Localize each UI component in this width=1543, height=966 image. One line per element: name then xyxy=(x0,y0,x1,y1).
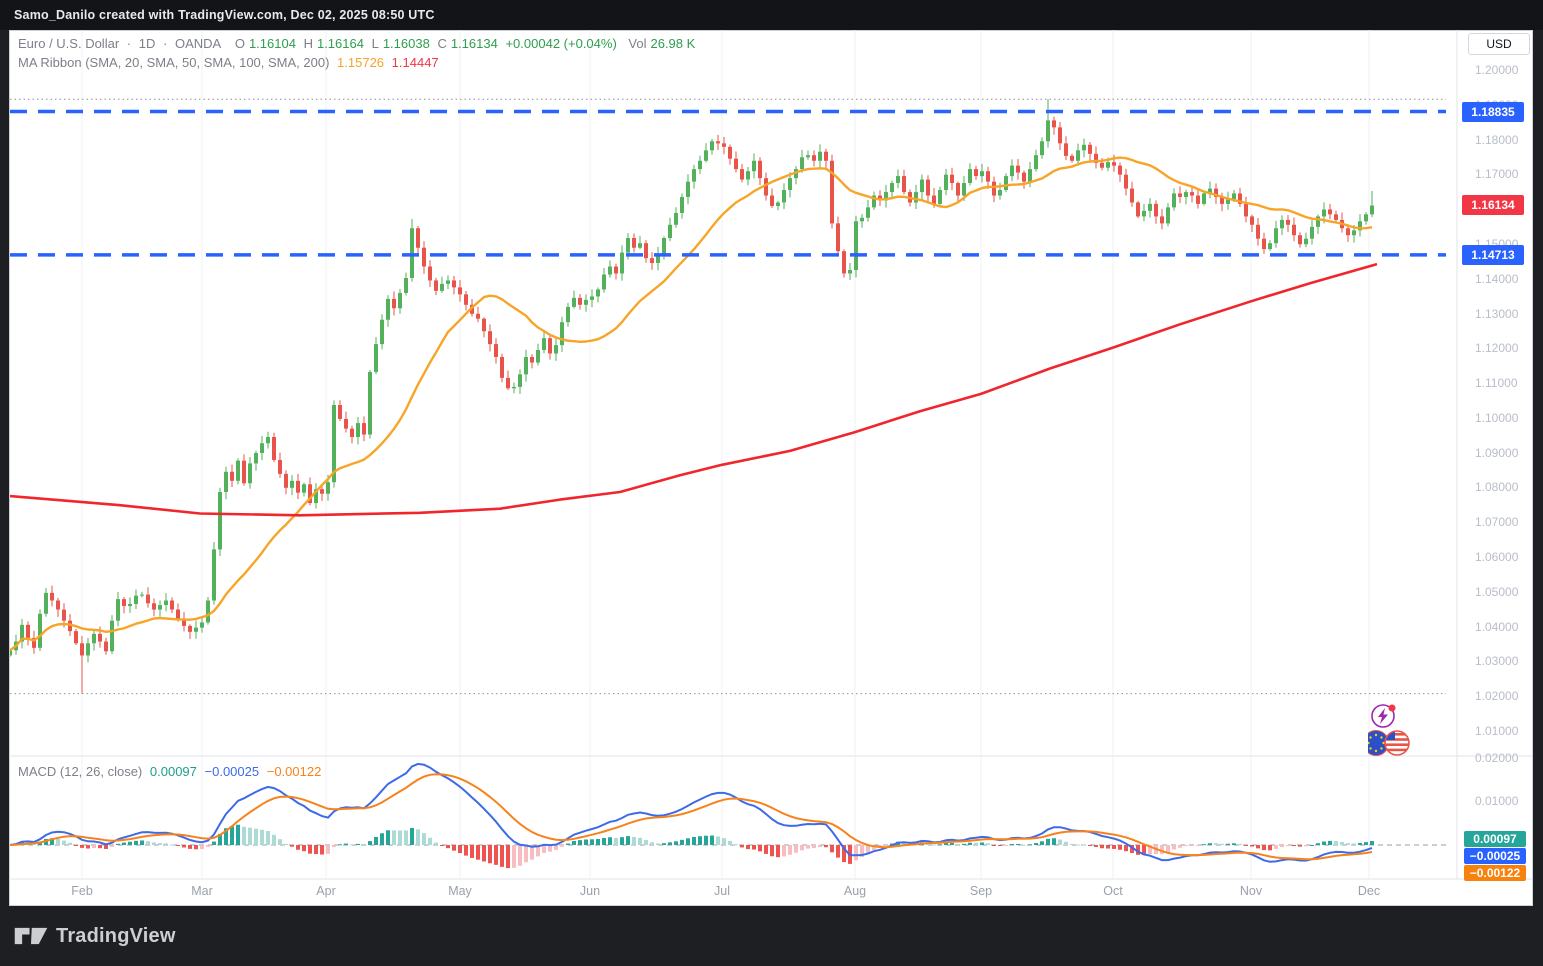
chart-card xyxy=(9,30,1533,906)
time-axis-label-jul: Jul xyxy=(714,884,730,898)
time-axis-label-sep: Sep xyxy=(969,884,993,898)
event-markers[interactable] xyxy=(1363,702,1428,763)
time-axis-label-jun: Jun xyxy=(579,884,601,898)
low-label: L xyxy=(371,36,379,51)
attribution-text: Samo_Danilo created with TradingView.com… xyxy=(14,8,435,22)
macd-badge-value-histogram: 0.00097 xyxy=(1464,831,1526,847)
ma-ribbon-legend[interactable]: MA Ribbon (SMA, 20, SMA, 50, SMA, 100, S… xyxy=(18,55,443,70)
time-axis-label-may: May xyxy=(448,884,472,898)
price-axis-label: 1.12000 xyxy=(1475,341,1519,356)
time-axis-label-mar: Mar xyxy=(191,884,213,898)
macd-signal-value: −0.00122 xyxy=(266,764,322,779)
time-axis-label-aug: Aug xyxy=(843,884,867,898)
macd-legend[interactable]: MACD (12, 26, close) 0.00097 −0.00025 −0… xyxy=(18,764,325,779)
time-axis-label-apr: Apr xyxy=(316,884,336,898)
close-label: C xyxy=(437,36,447,51)
price-axis-label: 1.01000 xyxy=(1475,724,1519,738)
symbol-name[interactable]: Euro / U.S. Dollar xyxy=(18,36,120,51)
timeframe[interactable]: 1D xyxy=(138,36,156,51)
tradingview-brand-text[interactable]: TradingView xyxy=(56,924,176,947)
eu-flag-icon xyxy=(1363,730,1389,756)
volume-value: 26.98 K xyxy=(650,36,696,51)
price-axis-label: 1.11000 xyxy=(1475,376,1518,391)
time-axis-label-oct: Oct xyxy=(1103,884,1123,898)
tradingview-logo-icon[interactable] xyxy=(14,927,48,945)
macd-axis-label: 0.01000 xyxy=(1475,794,1519,808)
exchange-name: OANDA xyxy=(174,36,222,51)
time-axis-label-dec: Dec xyxy=(1357,884,1381,898)
macd-axis-label: 0.02000 xyxy=(1475,751,1519,765)
price-badge-1.14713: 1.14713 xyxy=(1462,244,1524,265)
price-axis-label: 1.13000 xyxy=(1475,306,1519,321)
price-axis-label: 1.08000 xyxy=(1475,480,1519,495)
sma200-value: 1.14447 xyxy=(391,55,439,70)
price-axis-label: 1.20000 xyxy=(1475,63,1519,77)
price-axis-label: 1.18000 xyxy=(1475,132,1519,147)
price-axis-label: 1.17000 xyxy=(1475,167,1519,182)
symbol-legend[interactable]: Euro / U.S. Dollar · 1D · OANDA O 1.16104… xyxy=(18,36,696,51)
attribution-bar: Samo_Danilo created with TradingView.com… xyxy=(0,0,1543,30)
tradingview-footer: TradingView xyxy=(0,906,1543,966)
price-axis-label: 1.05000 xyxy=(1475,584,1519,599)
open-value: 1.16104 xyxy=(248,36,296,51)
ma-ribbon-label: MA Ribbon (SMA, 20, SMA, 50, SMA, 100, S… xyxy=(18,55,330,70)
macd-line-value: −0.00025 xyxy=(204,764,260,779)
time-axis-label-nov: Nov xyxy=(1239,884,1263,898)
sma20-value: 1.15726 xyxy=(337,55,385,70)
price-axis-label: 1.14000 xyxy=(1475,271,1519,286)
macd-badge-value-macd: −0.00025 xyxy=(1464,848,1526,864)
high-value: 1.16164 xyxy=(316,36,364,51)
high-label: H xyxy=(303,36,313,51)
time-axis-label-feb: Feb xyxy=(71,884,93,898)
currency-button[interactable]: USD xyxy=(1468,33,1530,55)
price-badge-1.16134: 1.16134 xyxy=(1462,195,1524,216)
macd-legend-title: MACD (12, 26, close) xyxy=(18,764,143,779)
economic-event-icon xyxy=(1371,704,1396,728)
price-axis-label: 1.10000 xyxy=(1475,410,1519,425)
low-value: 1.16038 xyxy=(382,36,430,51)
price-axis-label: 1.04000 xyxy=(1475,619,1519,634)
macd-hist-value: 0.00097 xyxy=(149,764,197,779)
change-value: +0.00042 (+0.04%) xyxy=(505,36,617,51)
volume-label: Vol xyxy=(628,36,647,51)
open-label: O xyxy=(234,36,245,51)
price-axis-label: 1.06000 xyxy=(1475,550,1519,565)
close-value: 1.16134 xyxy=(450,36,498,51)
price-axis-label: 1.09000 xyxy=(1475,445,1519,460)
price-badge-1.18835: 1.18835 xyxy=(1462,101,1524,122)
price-axis-label: 1.03000 xyxy=(1475,654,1519,669)
price-axis-label: 1.07000 xyxy=(1475,515,1519,530)
us-flag-icon xyxy=(1384,730,1410,756)
price-axis-label: 1.02000 xyxy=(1475,689,1519,704)
macd-badge-value-signal: −0.00122 xyxy=(1464,865,1526,881)
